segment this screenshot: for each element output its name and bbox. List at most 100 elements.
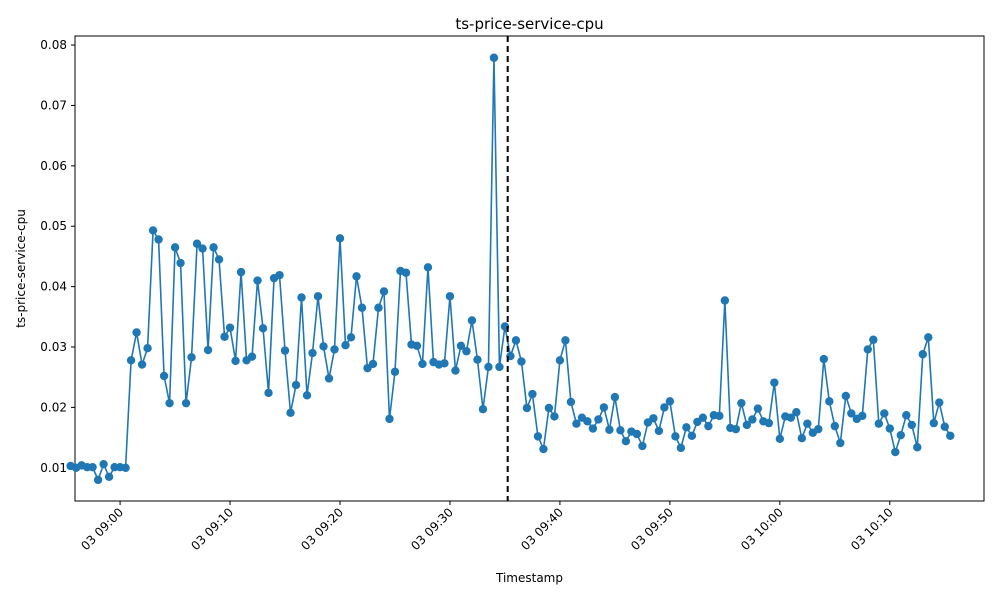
- data-point: [555, 356, 565, 365]
- y-tick-label: 0.03: [40, 340, 67, 354]
- chart-title: ts-price-service-cpu: [455, 15, 603, 33]
- y-tick-label: 0.05: [40, 219, 67, 233]
- data-point: [605, 425, 614, 434]
- data-point: [159, 371, 169, 381]
- data-point: [797, 433, 807, 443]
- data-point: [946, 431, 955, 440]
- data-point: [275, 270, 284, 280]
- y-tick-label: 0.06: [40, 159, 67, 173]
- y-axis-ticks: 0.01 0.02 0.03 0.04 0.05 0.06 0.07 0.08: [40, 38, 75, 475]
- data-point: [165, 398, 174, 408]
- data-point: [748, 415, 757, 424]
- data-point: [319, 342, 328, 351]
- data-point: [511, 336, 521, 345]
- data-point: [896, 430, 905, 440]
- data-point: [473, 355, 482, 364]
- data-point: [616, 426, 625, 435]
- data-point: [440, 359, 449, 368]
- data-point: [176, 258, 185, 268]
- data-point: [891, 447, 900, 457]
- data-point: [297, 293, 306, 302]
- data-point: [346, 333, 356, 342]
- data-point: [379, 287, 389, 296]
- data-point: [352, 272, 361, 281]
- data-point: [451, 366, 460, 375]
- x-tick-label: 03 09:00: [78, 505, 126, 553]
- data-point: [704, 421, 713, 431]
- data-point: [456, 341, 466, 350]
- plot-frame: [74, 35, 985, 502]
- data-point: [495, 362, 504, 372]
- data-point: [412, 341, 422, 350]
- data-point: [467, 316, 477, 325]
- data-point: [737, 398, 746, 408]
- data-point: [126, 356, 136, 365]
- data-point: [638, 441, 647, 451]
- y-tick-label: 0.01: [40, 461, 67, 475]
- data-point: [478, 405, 488, 414]
- data-point: [935, 398, 944, 407]
- data-point: [566, 397, 576, 407]
- data-point: [236, 267, 246, 277]
- data-point: [187, 353, 196, 362]
- data-point: [764, 418, 774, 428]
- data-point: [610, 392, 620, 402]
- data-point: [792, 408, 801, 417]
- data-point: [374, 303, 383, 312]
- data-point: [484, 362, 493, 372]
- data-point: [929, 418, 938, 428]
- data-point: [93, 475, 103, 485]
- x-tick-label: 03 09:10: [188, 505, 236, 553]
- data-point: [621, 437, 631, 446]
- data-point: [924, 333, 933, 342]
- data-point: [390, 367, 400, 376]
- data-point: [489, 53, 499, 62]
- series-points: [66, 53, 955, 485]
- data-point: [572, 419, 581, 428]
- x-tick-label: 03 10:00: [738, 505, 786, 553]
- data-point: [231, 356, 240, 366]
- data-point: [599, 403, 609, 412]
- data-point: [671, 432, 680, 441]
- y-tick-label: 0.02: [40, 400, 67, 414]
- data-point: [121, 463, 130, 472]
- data-point: [170, 243, 180, 252]
- data-point: [137, 360, 147, 369]
- data-point: [99, 459, 108, 469]
- data-point: [830, 421, 840, 431]
- data-point: [665, 397, 675, 406]
- data-point: [775, 434, 785, 443]
- data-point: [836, 438, 845, 448]
- data-point: [874, 419, 884, 428]
- data-point: [539, 444, 548, 454]
- data-point: [280, 346, 290, 355]
- data-point: [308, 348, 317, 358]
- data-point: [198, 244, 207, 253]
- data-point: [88, 462, 97, 472]
- data-point: [528, 389, 537, 399]
- x-axis-ticks: 03 09:00 03 09:10 03 09:20 03 09:30 03 09:40…: [78, 501, 896, 553]
- data-point: [940, 422, 949, 431]
- data-point: [313, 292, 323, 301]
- data-point: [225, 323, 235, 332]
- data-point: [682, 423, 691, 432]
- data-point: [209, 243, 218, 252]
- data-point: [462, 347, 471, 356]
- data-point: [220, 332, 229, 341]
- data-point: [522, 403, 532, 413]
- data-point: [214, 255, 224, 264]
- data-point: [445, 292, 455, 301]
- data-point: [913, 443, 922, 452]
- data-point: [330, 345, 339, 354]
- data-point: [660, 403, 669, 412]
- data-point: [583, 417, 592, 426]
- data-point: [291, 380, 301, 390]
- data-point: [143, 344, 152, 353]
- data-point: [918, 350, 927, 359]
- data-point: [803, 419, 812, 428]
- data-point: [654, 426, 664, 436]
- data-point: [907, 420, 916, 430]
- data-point: [880, 409, 889, 418]
- data-point: [286, 408, 295, 418]
